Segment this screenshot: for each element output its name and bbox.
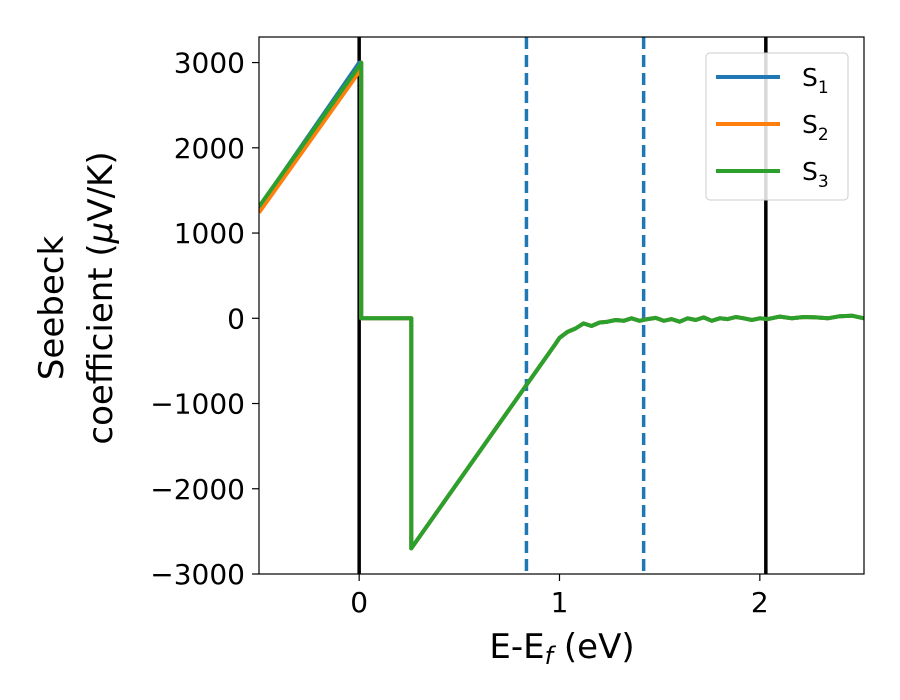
legend-label-S1: S1 — [802, 63, 829, 98]
plot-frame — [258, 36, 865, 575]
y-tick-label: −2000 — [150, 473, 245, 506]
x-axis-label-unit: (eV) — [553, 627, 635, 667]
series-lines — [259, 60, 864, 551]
x-tick-label: 2 — [751, 586, 769, 619]
y-tick-label: 1000 — [174, 217, 245, 250]
y-axis-label-line1: Seebeck — [32, 236, 72, 381]
x-axis-label: E-Ef (eV) — [489, 627, 634, 670]
legend-label-S3: S3 — [802, 157, 829, 192]
y-tick-label: −3000 — [150, 558, 245, 591]
y-tick-label: 0 — [227, 302, 245, 335]
x-axis-ticks: 0 1 2 — [350, 574, 769, 619]
legend-label-S2: S2 — [802, 110, 829, 145]
x-tick-label: 1 — [551, 586, 569, 619]
y-tick-label: 3000 — [174, 47, 245, 80]
y-tick-label: 2000 — [174, 132, 245, 165]
y-tick-label: −1000 — [150, 388, 245, 421]
y-axis-ticks: −3000 −2000 −1000 0 1000 2000 3000 — [150, 47, 259, 591]
y-axis-label-line2: coefficient (μV/K) — [81, 151, 121, 444]
legend: S1 S2 S3 — [705, 52, 849, 201]
y-axis-label-mu: μ — [81, 222, 121, 245]
x-tick-label: 0 — [350, 586, 368, 619]
series-line-S3 — [259, 60, 864, 551]
legend-box — [705, 52, 849, 201]
reference-lines — [357, 37, 768, 574]
